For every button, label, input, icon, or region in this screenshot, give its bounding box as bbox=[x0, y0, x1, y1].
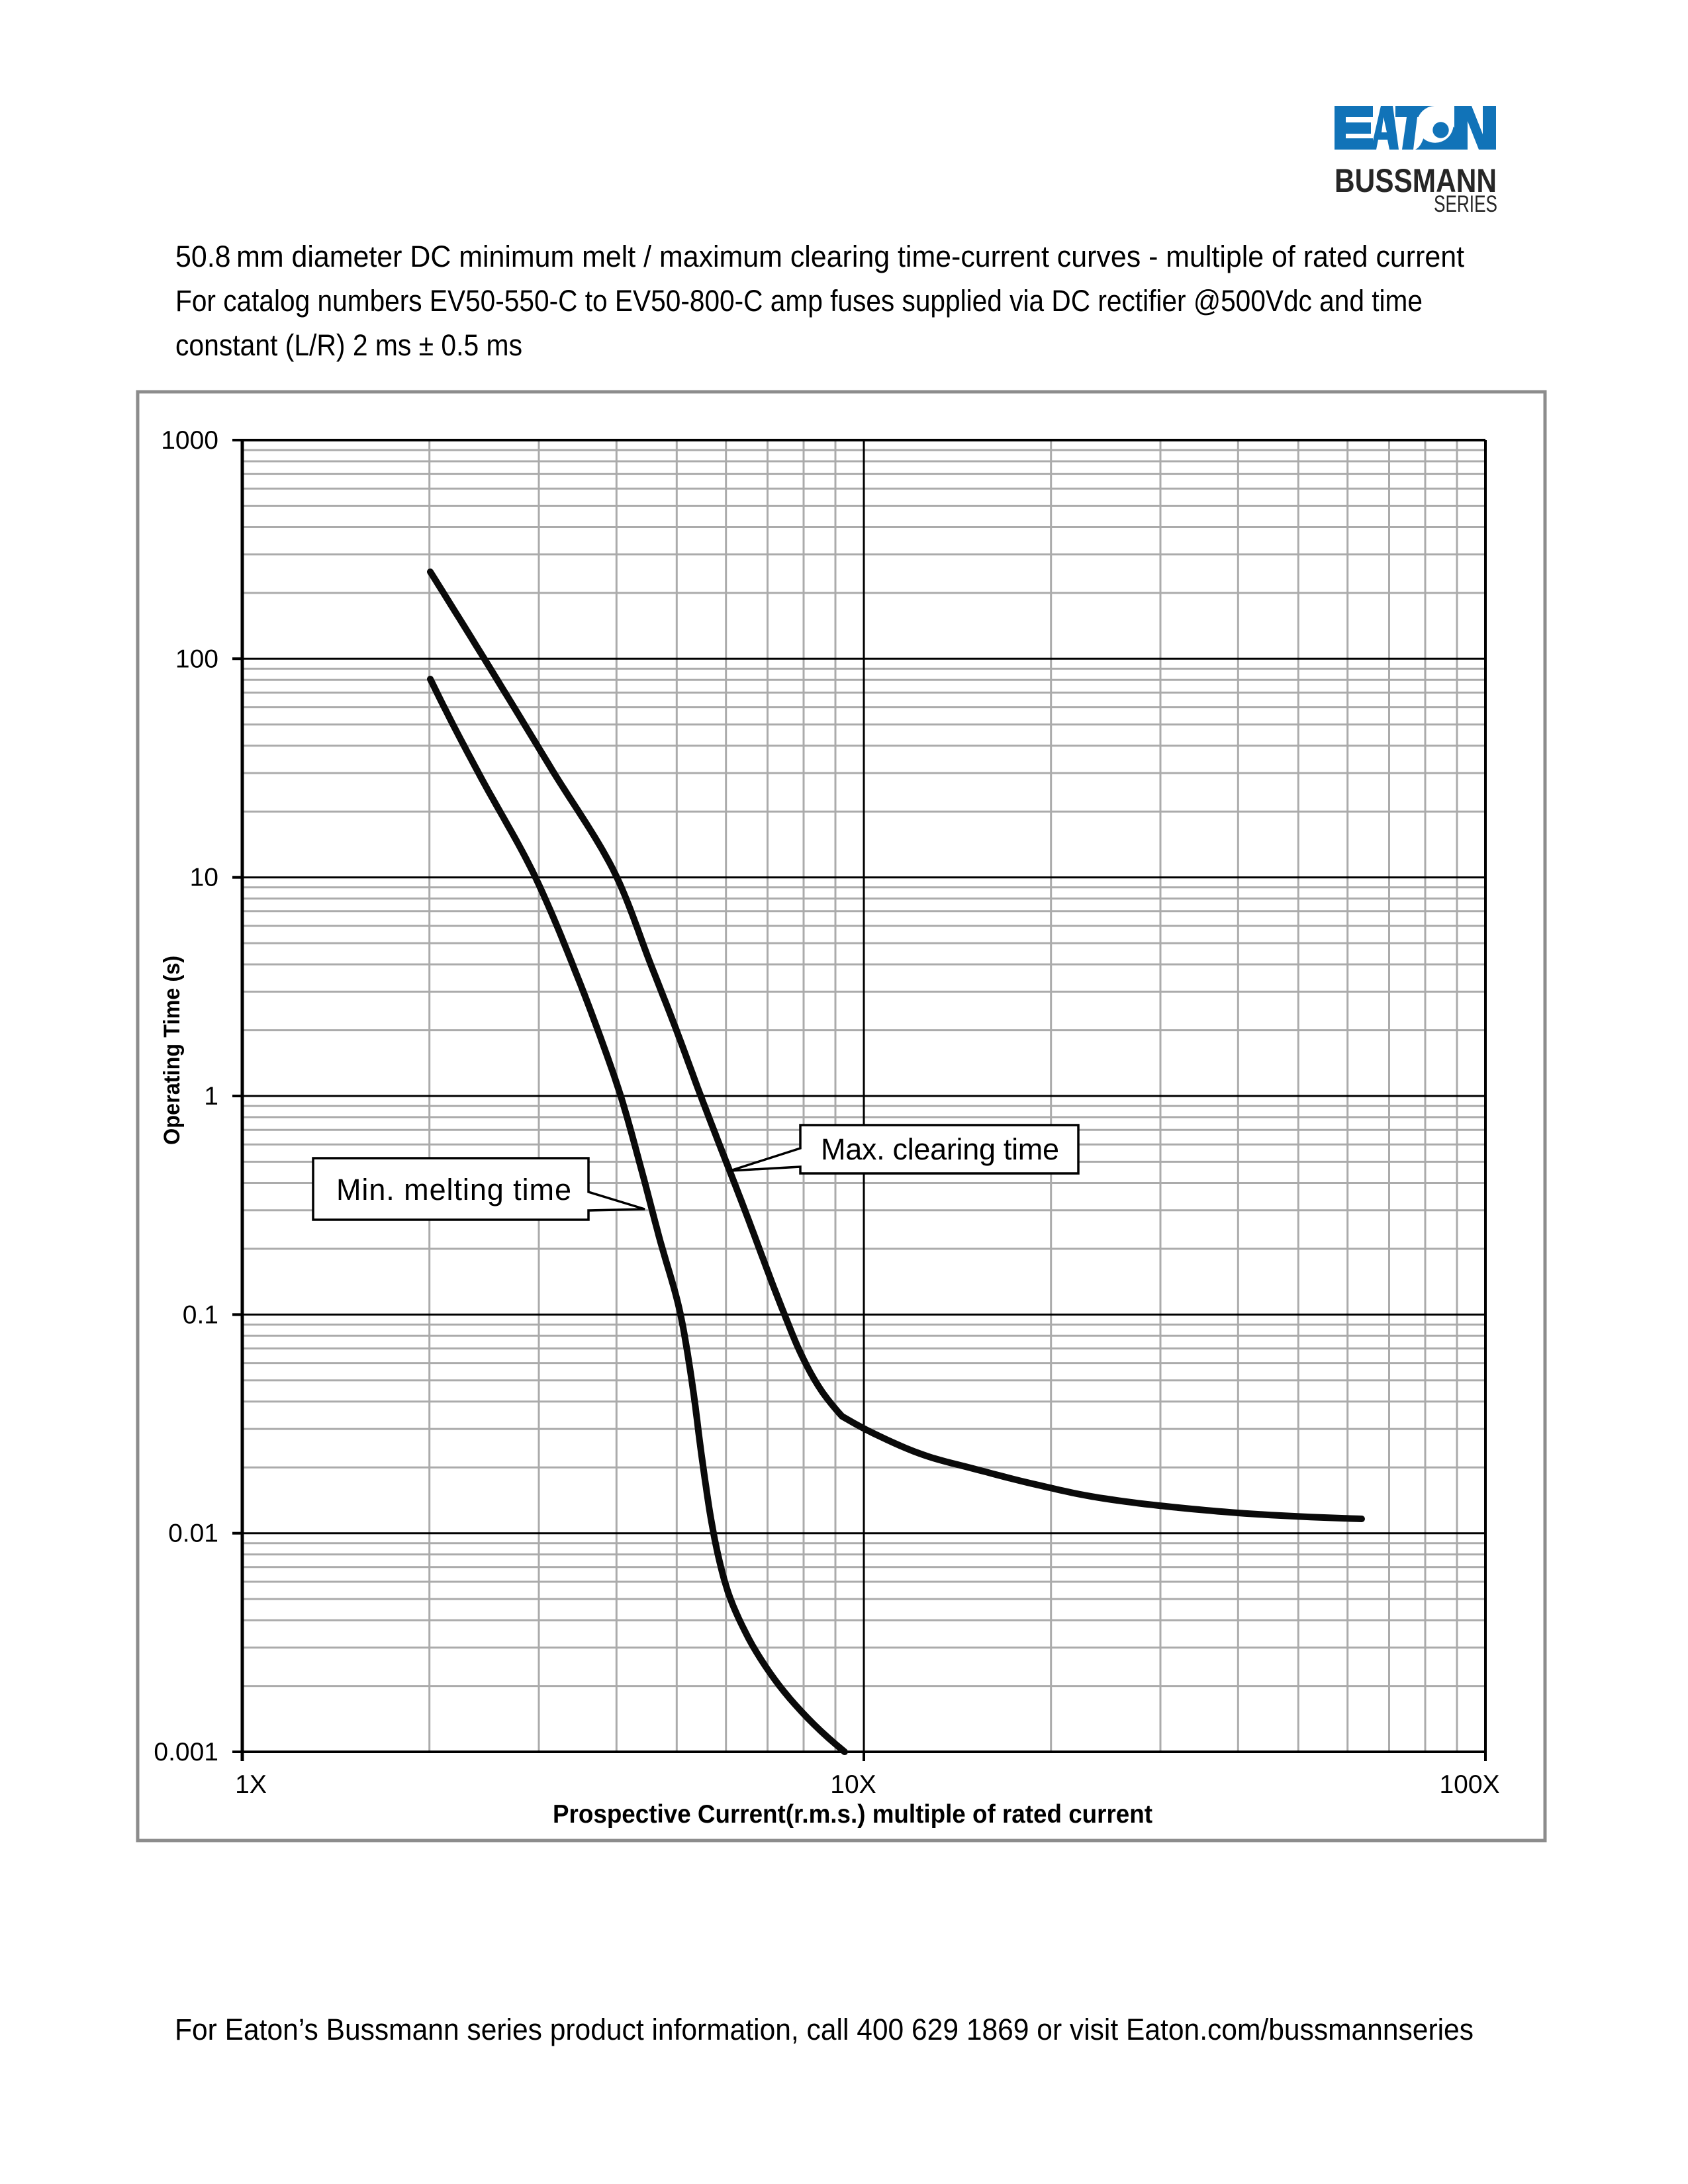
svg-text:10X: 10X bbox=[830, 1770, 876, 1799]
svg-text:Operating Time (s): Operating Time (s) bbox=[160, 956, 185, 1145]
svg-text:Max. clearing time: Max. clearing time bbox=[821, 1132, 1059, 1166]
svg-text:10: 10 bbox=[190, 864, 218, 892]
svg-text:100: 100 bbox=[175, 645, 218, 673]
svg-text:Prospective Current(r.m.s.) mu: Prospective Current(r.m.s.) multiple of … bbox=[553, 1800, 1152, 1829]
svg-text:SERIES: SERIES bbox=[1434, 191, 1497, 217]
svg-text:1X: 1X bbox=[235, 1770, 267, 1799]
svg-text:100X: 100X bbox=[1439, 1770, 1499, 1799]
svg-text:1: 1 bbox=[204, 1082, 218, 1111]
svg-text:For Eaton’s Bussmann series pr: For Eaton’s Bussmann series product info… bbox=[175, 2013, 1474, 2046]
svg-text:For catalog numbers EV50-550-C: For catalog numbers EV50-550-C to EV50-8… bbox=[175, 284, 1423, 318]
svg-text:Min. melting time: Min. melting time bbox=[336, 1173, 571, 1206]
svg-text:1000: 1000 bbox=[161, 426, 218, 455]
svg-text:0.1: 0.1 bbox=[183, 1300, 218, 1329]
svg-text:BUSSMANN: BUSSMANN bbox=[1335, 162, 1497, 199]
svg-text:constant (L/R) 2 ms ± 0.5 ms: constant (L/R) 2 ms ± 0.5 ms bbox=[175, 328, 522, 362]
svg-text:0.001: 0.001 bbox=[154, 1738, 218, 1766]
svg-text:0.01: 0.01 bbox=[168, 1520, 218, 1548]
svg-text:50.8 mm diameter DC minimum me: 50.8 mm diameter DC minimum melt / maxim… bbox=[175, 240, 1464, 273]
